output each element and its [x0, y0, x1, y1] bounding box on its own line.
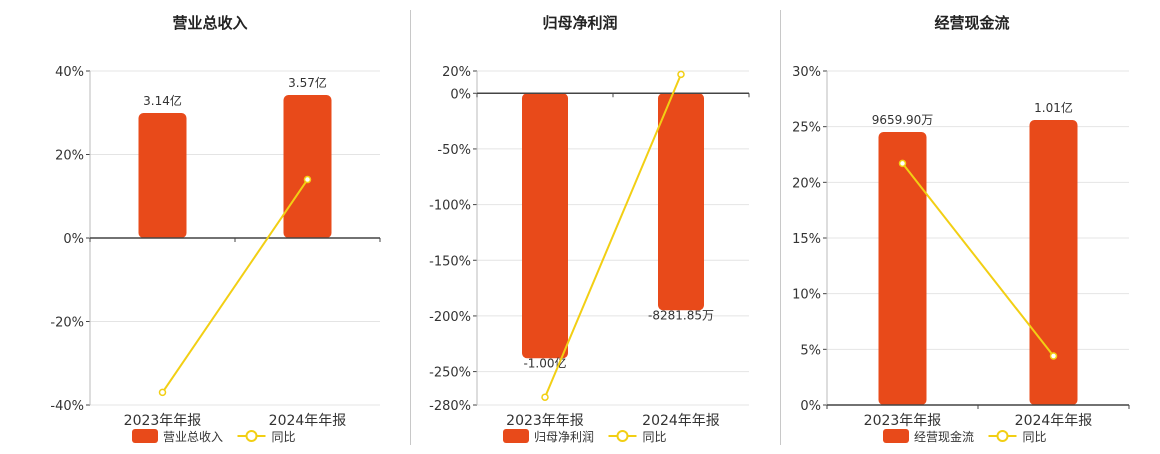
legend-label-line: 同比 [643, 430, 667, 444]
bar [658, 93, 704, 311]
chart-title: 归母净利润 [542, 14, 617, 32]
y-tick-label: -100% [429, 199, 471, 214]
legend-swatch-bar [132, 429, 158, 443]
y-tick-label: -200% [429, 310, 471, 325]
legend-swatch-bar [883, 429, 909, 443]
chart-panel-net-profit: 归母净利润 20% 0% -50% -100% -150% -200% -250% -280% -… [411, 0, 780, 450]
x-tick-label: 2024年年报 [642, 413, 720, 429]
x-tick-label: 2024年年报 [269, 413, 347, 429]
x-tick-label: 2023年年报 [506, 413, 584, 429]
legend-label-bar: 经营现金流 [914, 429, 974, 444]
legend-swatch-marker [616, 430, 629, 442]
chart-title: 营业总收入 [172, 14, 247, 32]
panel-divider [780, 10, 781, 445]
bar-value-label: 9659.90万 [872, 113, 934, 127]
bar-value-label: 3.14亿 [143, 93, 182, 108]
line-point [898, 159, 907, 168]
line-point [1049, 352, 1058, 360]
y-tick-label: 40% [55, 65, 84, 80]
chart-cash-flow: 经营现金流 30% 25% 20% 15% 10% 5% 0% 9659.90万 1.01亿 202… [792, 14, 1130, 444]
bar [522, 93, 568, 359]
line-point [158, 388, 167, 397]
bar [283, 95, 332, 238]
legend-label-bar: 营业总收入 [163, 430, 223, 444]
y-tick-label: 20% [442, 65, 471, 80]
line-point [303, 175, 312, 184]
chart-revenue: 营业总收入 40% 20% 0% -20% -40% 3.14亿 3.57亿 2023年年报 20… [50, 14, 381, 444]
y-tick-label: -50% [437, 143, 471, 158]
y-tick-label: -40% [50, 399, 84, 414]
y-tick-label: 30% [792, 65, 821, 80]
bar-value-label: -8281.85万 [648, 308, 714, 322]
bar [878, 132, 927, 405]
chart-panel-revenue: 营业总收入 40% 20% 0% -20% -40% 3.14亿 3.57亿 2023年年报 20… [0, 0, 410, 450]
line-point [677, 70, 685, 79]
x-tick-label: 2024年年报 [1015, 413, 1093, 429]
x-tick-label: 2023年年报 [864, 413, 942, 429]
bar-value-label: -1.00亿 [523, 355, 566, 370]
chart-panel-cash-flow: 经营现金流 30% 25% 20% 15% 10% 5% 0% 9659.90万 1.01亿 202… [781, 0, 1160, 450]
line-point [541, 393, 549, 401]
bar [138, 113, 187, 238]
panel-divider [410, 10, 411, 445]
legend-swatch-marker [996, 430, 1009, 442]
y-tick-label: -20% [50, 316, 84, 331]
y-tick-label: 0% [63, 232, 84, 247]
series-line-yoy [161, 178, 309, 393]
y-tick-label: 15% [792, 232, 821, 247]
chart-net-profit: 归母净利润 20% 0% -50% -100% -150% -200% -250% -280% -… [429, 14, 750, 444]
bar-value-label: 1.01亿 [1034, 100, 1073, 115]
x-tick-label: 2023年年报 [124, 413, 202, 429]
y-tick-label: -280% [429, 399, 471, 414]
legend-label-line: 同比 [1023, 430, 1047, 444]
y-tick-label: -150% [429, 254, 471, 269]
y-tick-label: 10% [792, 288, 821, 303]
legend-swatch-bar [503, 429, 529, 443]
series-line-yoy [544, 73, 682, 398]
legend-label-line: 同比 [272, 430, 296, 444]
y-tick-label: 0% [800, 399, 821, 414]
bar-value-label: 3.57亿 [288, 75, 327, 90]
legend-label-bar: 归母净利润 [534, 430, 594, 444]
series-line-yoy [901, 162, 1055, 357]
bar [1029, 120, 1078, 405]
y-tick-label: 0% [450, 87, 471, 102]
y-tick-label: 25% [792, 121, 821, 136]
y-tick-label: -250% [429, 366, 471, 381]
y-tick-label: 20% [792, 176, 821, 191]
chart-title: 经营现金流 [934, 14, 1009, 32]
y-tick-label: 20% [55, 149, 84, 164]
legend-swatch-marker [245, 430, 258, 442]
y-tick-label: 5% [800, 343, 821, 358]
